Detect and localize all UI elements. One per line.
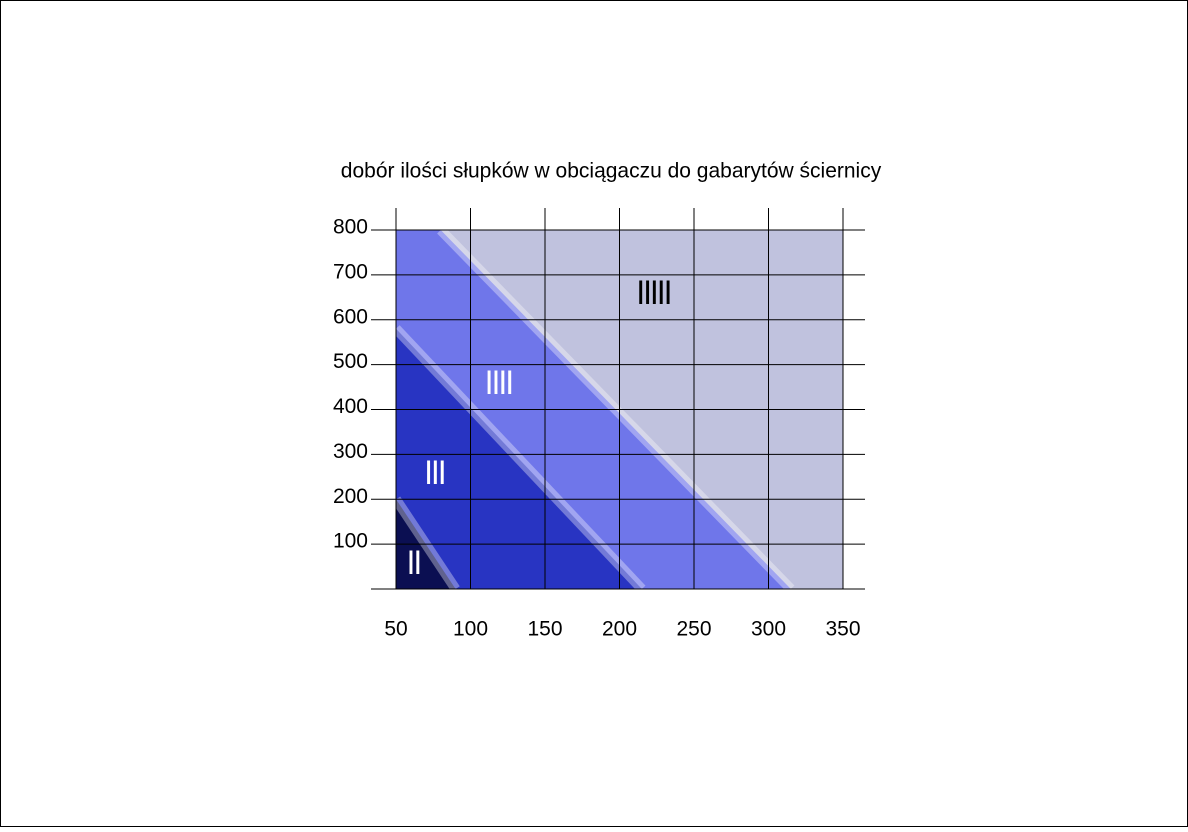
y-tick-label: 400 xyxy=(333,395,368,418)
chart-title: dobór ilości słupków w obciągaczu do gab… xyxy=(341,160,882,183)
x-tick-label: 200 xyxy=(602,618,637,641)
region-label: III xyxy=(426,454,447,492)
x-tick-label: 300 xyxy=(751,618,786,641)
x-tick-label: 250 xyxy=(676,618,711,641)
region-label: IIII xyxy=(486,364,513,402)
y-tick-label: 500 xyxy=(333,350,368,373)
x-tick-label: 50 xyxy=(384,618,407,641)
y-tick-label: 600 xyxy=(333,305,368,328)
y-tick-label: 200 xyxy=(333,485,368,508)
region-label: II xyxy=(408,544,422,582)
x-tick-label: 350 xyxy=(825,618,860,641)
region-label: IIIII xyxy=(638,274,672,312)
region-edge xyxy=(392,325,646,593)
y-tick-label: 100 xyxy=(333,530,368,553)
y-tick-label: 700 xyxy=(333,260,368,283)
region-area xyxy=(396,328,642,589)
y-tick-label: 800 xyxy=(333,216,368,239)
x-tick-label: 150 xyxy=(527,618,562,641)
y-tick-label: 300 xyxy=(333,440,368,463)
x-tick-label: 100 xyxy=(453,618,488,641)
